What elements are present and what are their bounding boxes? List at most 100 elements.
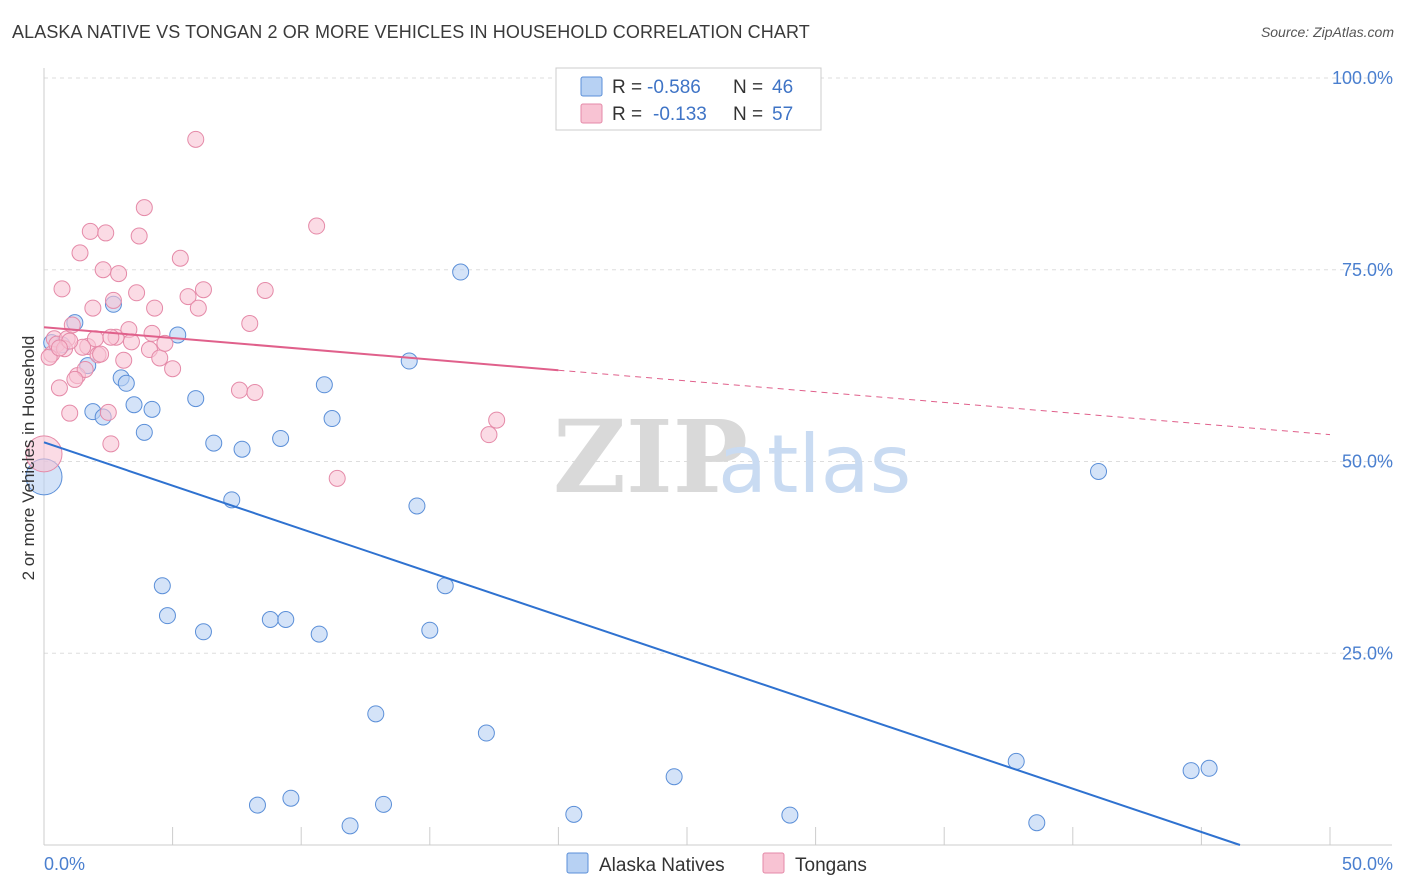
tongan-point-32 (146, 299, 164, 317)
alaska-native-point-27 (323, 410, 341, 428)
alaska-native-point-33 (421, 621, 439, 639)
legend-r-label-1: R = (612, 77, 642, 98)
tongan-point-13 (81, 222, 99, 240)
tongan-point-18 (97, 224, 115, 242)
alaska-native-point-37 (565, 805, 583, 823)
alaska-native-point-28 (341, 817, 359, 835)
alaska-native-point-16 (194, 623, 212, 641)
tongan-point-4 (50, 379, 68, 397)
tongan-point-52 (66, 370, 84, 388)
tongan-point-27 (128, 284, 146, 302)
alaska-native-point-21 (261, 611, 279, 629)
x-tick-labels: 0.0% 50.0% (44, 854, 1393, 874)
tongan-point-34 (156, 334, 174, 352)
data-points (25, 130, 1218, 835)
x-tick-label-0: 0.0% (44, 854, 85, 874)
y-tick-label-0: 100.0% (1332, 68, 1393, 88)
alaska-native-point-29 (367, 705, 385, 723)
alaska-native-point-39 (781, 806, 799, 824)
watermark: ZIP atlas (553, 398, 911, 516)
trend-lines (43, 326, 1331, 846)
tongan-point-29 (135, 199, 153, 217)
alaska-native-point-8 (117, 374, 135, 392)
legend-n-value-1: 46 (772, 77, 793, 98)
alaska-native-point-22 (272, 429, 290, 447)
tongan-point-45 (308, 217, 326, 235)
tongan-point-48 (488, 411, 506, 429)
bottom-legend-label-tongans: Tongans (795, 855, 867, 876)
alaska-native-point-30 (375, 795, 393, 813)
tongan-point-51 (92, 345, 110, 363)
tongan-point-23 (110, 265, 128, 283)
legend-swatch-blue (580, 76, 603, 97)
tongan-point-37 (179, 288, 197, 306)
alaska-native-point-23 (277, 611, 295, 629)
alaska-native-point-25 (310, 625, 328, 643)
alaska-native-point-15 (187, 390, 205, 408)
chart-title: ALASKA NATIVE VS TONGAN 2 OR MORE VEHICL… (12, 22, 810, 42)
alaska-native-point-20 (248, 796, 266, 814)
y-axis-label: 2 or more Vehicles in Household (19, 336, 38, 581)
tongan-point-44 (256, 281, 274, 299)
bottom-legend-swatch-blue (566, 852, 589, 874)
legend-n-label-1: N = (733, 77, 763, 98)
y-tick-labels: 100.0% 75.0% 50.0% 25.0% (1332, 68, 1393, 663)
alaska-native-point-10 (135, 423, 153, 441)
alaska-native-point-41 (1028, 814, 1046, 832)
watermark-atlas: atlas (718, 418, 911, 511)
alaska-native-point-9 (125, 396, 143, 414)
legend-r-value-1: -0.586 (647, 77, 701, 98)
tongan-point-7 (61, 404, 79, 422)
alaska-native-point-43 (1182, 762, 1200, 780)
tongan-point-5 (53, 280, 71, 298)
legend-r-value-2: -0.133 (653, 104, 707, 125)
tongan-trend-line-extension (558, 369, 1331, 436)
tongan-point-38 (187, 130, 205, 148)
tongan-point-40 (194, 281, 212, 299)
tongan-point-33 (151, 349, 169, 367)
tongan-point-19 (99, 403, 117, 421)
y-tick-label-2: 50.0% (1342, 452, 1393, 472)
tongan-point-43 (246, 383, 264, 401)
tongan-point-26 (122, 333, 140, 351)
alaska-native-point-32 (408, 497, 426, 515)
alaska-native-point-26 (315, 376, 333, 394)
tongan-trend-line (43, 326, 559, 372)
legend-swatch-pink (580, 103, 603, 124)
tongan-point-39 (189, 299, 207, 317)
tongan-point-20 (102, 435, 120, 453)
tongan-point-42 (241, 314, 259, 332)
tongan-point-10 (71, 244, 89, 262)
y-tick-label-1: 75.0% (1342, 260, 1393, 280)
tongan-point-14 (84, 299, 102, 317)
alaska-native-point-24 (282, 789, 300, 807)
y-tick-label-3: 25.0% (1342, 643, 1393, 663)
alaska-native-point-35 (452, 263, 470, 281)
bottom-legend: Alaska Natives Tongans (566, 852, 867, 876)
tongan-point-36 (171, 249, 189, 267)
alaska-native-point-31 (400, 352, 418, 370)
legend-r-label-2: R = (612, 104, 642, 125)
tongan-point-46 (328, 469, 346, 487)
tongan-point-24 (115, 351, 133, 369)
alaska-native-point-36 (477, 724, 495, 742)
alaska-native-point-12 (153, 577, 171, 595)
tongan-point-17 (94, 261, 112, 279)
tongan-point-56 (50, 339, 68, 357)
tongan-point-11 (76, 360, 94, 378)
tongan-point-21 (104, 291, 122, 309)
bottom-legend-swatch-pink (762, 852, 785, 874)
watermark-zip: ZIP (553, 398, 748, 516)
bottom-legend-label-alaska: Alaska Natives (599, 855, 725, 876)
alaska-native-point-13 (158, 607, 176, 625)
alaska-native-point-11 (143, 400, 161, 418)
tongan-point-28 (130, 227, 148, 245)
x-tick-label-1: 50.0% (1342, 854, 1393, 874)
legend-box: R = -0.586 N = 46 R = -0.133 N = 57 (555, 67, 822, 131)
tongan-point-47 (480, 426, 498, 444)
source-credit: Source: ZipAtlas.com (1260, 24, 1394, 40)
alaska-native-trend-line (43, 441, 1241, 846)
grid-lines (44, 77, 1392, 654)
tongan-point-41 (230, 381, 248, 399)
